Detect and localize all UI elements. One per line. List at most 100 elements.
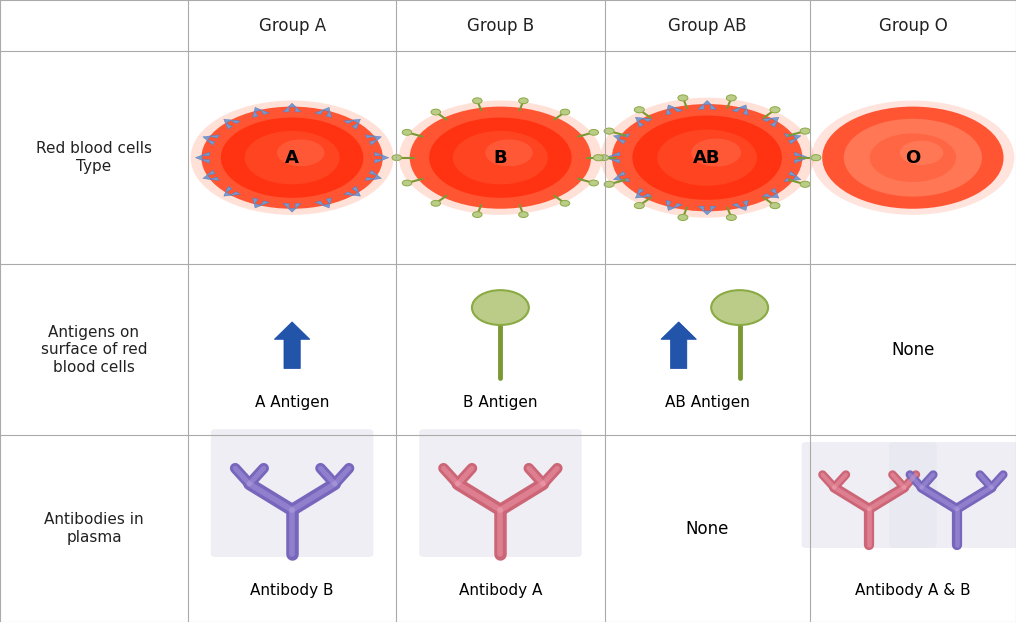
- Circle shape: [711, 290, 768, 325]
- Ellipse shape: [870, 133, 956, 182]
- Circle shape: [605, 128, 614, 134]
- Ellipse shape: [191, 101, 393, 215]
- Ellipse shape: [657, 129, 757, 186]
- Text: Antigens on
surface of red
blood cells: Antigens on surface of red blood cells: [41, 325, 147, 375]
- Circle shape: [726, 95, 737, 101]
- FancyArrow shape: [224, 186, 241, 196]
- Ellipse shape: [612, 104, 803, 211]
- FancyArrow shape: [762, 118, 779, 128]
- Circle shape: [726, 215, 737, 220]
- FancyArrow shape: [635, 188, 652, 198]
- Text: A: A: [285, 149, 299, 167]
- Circle shape: [431, 109, 441, 115]
- FancyArrow shape: [274, 322, 310, 368]
- Circle shape: [599, 155, 609, 160]
- Text: Group B: Group B: [466, 17, 534, 34]
- FancyArrow shape: [784, 171, 801, 182]
- Circle shape: [519, 98, 528, 104]
- Text: Antibody A & B: Antibody A & B: [855, 583, 970, 598]
- FancyArrow shape: [606, 152, 620, 164]
- FancyBboxPatch shape: [210, 429, 373, 557]
- FancyArrow shape: [698, 206, 716, 215]
- FancyArrow shape: [315, 108, 331, 118]
- Circle shape: [472, 98, 482, 104]
- Ellipse shape: [453, 131, 548, 185]
- Circle shape: [770, 107, 780, 113]
- Ellipse shape: [220, 118, 364, 198]
- Ellipse shape: [201, 106, 383, 209]
- Ellipse shape: [409, 106, 591, 209]
- Circle shape: [678, 215, 688, 220]
- Circle shape: [801, 128, 810, 134]
- Circle shape: [770, 203, 780, 208]
- Circle shape: [560, 109, 570, 115]
- Ellipse shape: [600, 98, 814, 218]
- Text: B: B: [494, 149, 507, 167]
- Circle shape: [634, 107, 644, 113]
- Circle shape: [392, 155, 401, 160]
- Circle shape: [431, 200, 441, 207]
- Circle shape: [634, 203, 644, 208]
- FancyArrow shape: [343, 186, 361, 196]
- FancyArrow shape: [343, 119, 361, 129]
- Text: Antibody B: Antibody B: [250, 583, 334, 598]
- FancyBboxPatch shape: [889, 442, 1016, 548]
- FancyArrow shape: [195, 152, 209, 164]
- FancyArrow shape: [635, 118, 652, 128]
- FancyArrow shape: [224, 119, 241, 129]
- Circle shape: [519, 211, 528, 218]
- FancyArrow shape: [203, 170, 219, 180]
- FancyArrow shape: [614, 134, 630, 144]
- Ellipse shape: [399, 101, 601, 215]
- Circle shape: [472, 211, 482, 218]
- FancyArrow shape: [665, 105, 683, 115]
- Circle shape: [402, 180, 411, 186]
- Ellipse shape: [844, 119, 981, 197]
- Text: Red blood cells
Type: Red blood cells Type: [36, 141, 152, 174]
- Circle shape: [589, 180, 598, 186]
- FancyArrow shape: [614, 171, 630, 182]
- FancyArrow shape: [784, 134, 801, 144]
- Circle shape: [402, 129, 411, 135]
- Circle shape: [560, 200, 570, 207]
- Text: AB Antigen: AB Antigen: [664, 395, 750, 411]
- Ellipse shape: [691, 139, 741, 167]
- Circle shape: [593, 155, 604, 160]
- FancyArrow shape: [315, 198, 331, 208]
- Circle shape: [811, 155, 821, 160]
- Text: Group AB: Group AB: [668, 17, 747, 34]
- FancyArrow shape: [795, 152, 809, 164]
- Text: O: O: [905, 149, 920, 167]
- Ellipse shape: [900, 141, 943, 165]
- Circle shape: [605, 181, 614, 187]
- Text: Antibody A: Antibody A: [458, 583, 543, 598]
- FancyArrow shape: [732, 105, 749, 115]
- FancyArrow shape: [365, 135, 381, 145]
- Ellipse shape: [632, 116, 782, 200]
- FancyBboxPatch shape: [802, 442, 937, 548]
- Ellipse shape: [245, 131, 339, 185]
- Ellipse shape: [429, 118, 572, 198]
- FancyArrow shape: [282, 203, 301, 212]
- FancyArrow shape: [253, 108, 269, 118]
- FancyArrow shape: [365, 170, 381, 180]
- FancyArrow shape: [375, 152, 389, 164]
- Text: None: None: [891, 341, 935, 359]
- Circle shape: [801, 181, 810, 187]
- FancyArrow shape: [665, 200, 683, 210]
- Circle shape: [589, 129, 598, 135]
- FancyBboxPatch shape: [419, 429, 581, 557]
- Text: Group A: Group A: [258, 17, 326, 34]
- Ellipse shape: [486, 139, 532, 166]
- Text: None: None: [686, 520, 728, 537]
- FancyArrow shape: [253, 198, 269, 208]
- Text: AB: AB: [693, 149, 721, 167]
- Text: Group O: Group O: [879, 17, 947, 34]
- FancyArrow shape: [203, 135, 219, 145]
- FancyArrow shape: [732, 200, 749, 210]
- FancyArrow shape: [698, 101, 716, 109]
- Circle shape: [678, 95, 688, 101]
- FancyArrow shape: [282, 103, 301, 112]
- Ellipse shape: [822, 106, 1004, 209]
- Ellipse shape: [277, 139, 324, 166]
